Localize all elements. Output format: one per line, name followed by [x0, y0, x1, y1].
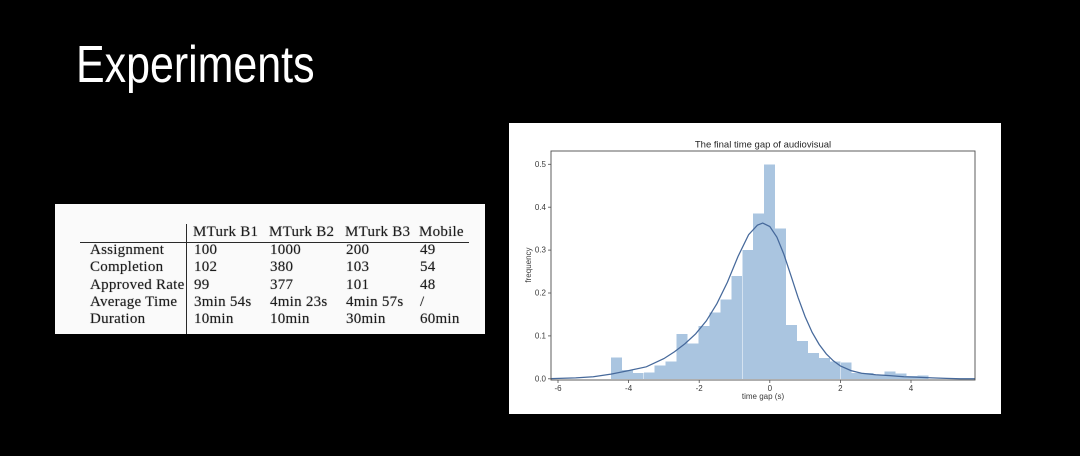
svg-text:The final time gap of audiovis: The final time gap of audiovisual	[695, 140, 831, 151]
svg-text:2: 2	[838, 384, 843, 393]
svg-text:frequency: frequency	[524, 247, 533, 282]
svg-text:0.5: 0.5	[535, 160, 547, 169]
svg-text:0.4: 0.4	[535, 203, 547, 212]
svg-text:0.1: 0.1	[535, 332, 547, 341]
svg-text:-4: -4	[625, 384, 633, 393]
svg-text:0.2: 0.2	[535, 289, 547, 298]
svg-text:-6: -6	[554, 384, 562, 393]
svg-text:-2: -2	[696, 384, 704, 393]
svg-text:0.0: 0.0	[535, 374, 547, 383]
svg-text:0.3: 0.3	[535, 246, 547, 255]
svg-text:4: 4	[909, 384, 914, 393]
svg-text:0: 0	[768, 384, 773, 393]
svg-text:time gap (s): time gap (s)	[742, 392, 785, 401]
